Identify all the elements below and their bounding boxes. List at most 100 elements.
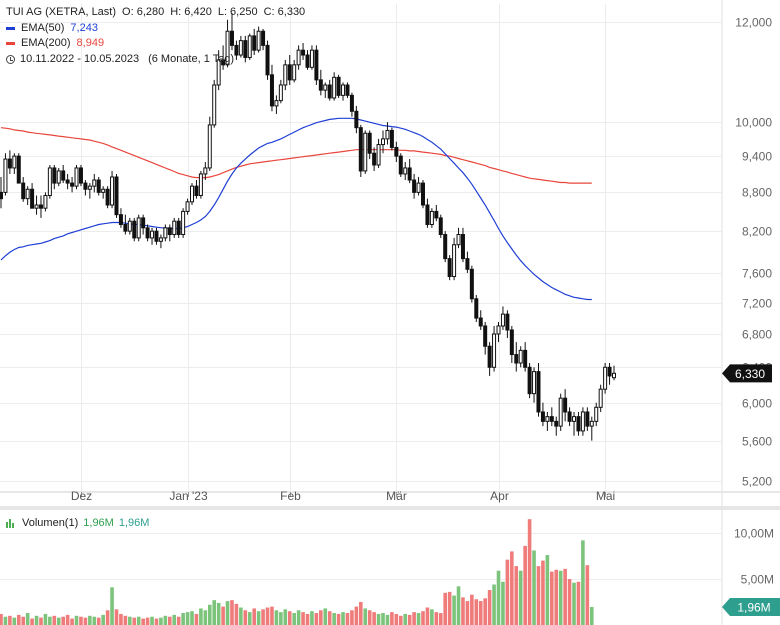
volume-legend: Volumen(1) 1,96M 1,96M: [6, 517, 149, 529]
candle: [87, 183, 92, 199]
candle: [65, 173, 70, 190]
candle-body: [181, 210, 186, 236]
candle: [283, 59, 288, 91]
ema50-legend-row[interactable]: EMA(50) 7,243: [6, 21, 305, 37]
candle-body: [492, 333, 497, 368]
volume-bar: [194, 613, 199, 625]
volume-bar: [274, 610, 279, 625]
volume-bar: [154, 618, 159, 625]
candle-body: [176, 220, 181, 236]
volume-bar: [221, 606, 225, 625]
candle-body: [256, 30, 261, 51]
candle-body: [567, 411, 572, 422]
candle: [118, 208, 123, 228]
candle: [478, 310, 483, 330]
candle-body: [158, 237, 163, 242]
ema200-legend-row[interactable]: EMA(200) 8,949: [6, 36, 305, 52]
candle-body: [243, 40, 248, 58]
candle: [274, 95, 279, 114]
candle: [256, 26, 261, 53]
candle: [594, 402, 599, 427]
volume-bar: [545, 555, 550, 625]
candle: [296, 45, 301, 70]
volume-bar: [48, 616, 52, 625]
volume-bar: [212, 600, 217, 625]
candle-body: [12, 155, 17, 169]
candle-body: [101, 188, 106, 193]
volume-bar: [74, 615, 79, 625]
candle-body: [327, 84, 332, 99]
candle: [572, 411, 577, 436]
candle-body: [367, 132, 372, 154]
candle-body: [261, 30, 266, 46]
candle: [136, 214, 141, 242]
volume-bar: [390, 612, 394, 625]
volume-bar: [585, 565, 590, 625]
candle: [203, 162, 208, 181]
time-tick-label: Mär: [386, 489, 407, 503]
volume-bar: [470, 594, 474, 625]
candle-body: [607, 366, 612, 377]
price-tick-label: 9,400: [742, 150, 772, 164]
candle: [576, 411, 581, 436]
volume-bar: [0, 613, 3, 625]
last-volume-label: 1,96M: [737, 600, 770, 614]
candle: [469, 265, 474, 303]
volume-bar: [443, 592, 448, 625]
candle: [38, 195, 43, 218]
candle-body: [118, 214, 123, 225]
candle: [612, 365, 616, 381]
volume-bar: [96, 617, 101, 625]
time-tick-label: Feb: [280, 489, 301, 503]
candle-body: [496, 325, 501, 335]
volume-value-a: 1,96M: [83, 517, 114, 529]
close-value: C: 6,330: [263, 6, 306, 18]
candle-body: [43, 194, 48, 209]
volume-bar: [465, 601, 470, 625]
candle-body: [238, 40, 243, 56]
volume-bar: [412, 612, 416, 625]
candle-body: [21, 182, 26, 200]
candle-body: [505, 313, 510, 331]
candle: [403, 162, 408, 181]
candle: [221, 45, 226, 70]
candle: [265, 40, 270, 80]
volume-bar: [581, 540, 585, 625]
candle-body: [265, 44, 270, 76]
candle: [150, 227, 155, 245]
candle: [580, 407, 585, 436]
volume-bar: [292, 613, 296, 625]
candle-body: [105, 188, 110, 206]
candle-body: [314, 49, 319, 81]
candle-body: [194, 185, 199, 196]
candle: [514, 342, 519, 372]
volume-bar: [354, 606, 359, 625]
volume-bar: [474, 599, 479, 625]
candle: [558, 393, 563, 431]
volume-bar: [407, 614, 412, 625]
candle-body: [572, 416, 577, 422]
candle: [309, 45, 314, 70]
candle: [30, 183, 35, 209]
candle-body: [381, 138, 386, 146]
candle: [83, 180, 88, 196]
candle: [443, 231, 448, 263]
candle: [540, 402, 545, 427]
candle: [367, 130, 372, 160]
candle-body: [305, 54, 310, 68]
volume-bar: [554, 569, 559, 625]
candle-body: [83, 182, 88, 190]
candle: [132, 217, 137, 242]
ema200-value: 8,949: [76, 37, 105, 49]
candle: [25, 186, 30, 205]
volume-bar: [61, 616, 65, 625]
volume-bar: [3, 616, 8, 625]
candle-body: [345, 84, 350, 96]
candle-body: [25, 188, 30, 200]
candle-body: [38, 204, 43, 209]
volume-bar: [430, 609, 434, 625]
chart-legend: TUI AG (XETRA, Last) O: 6,280 H: 6,420 L…: [6, 5, 305, 67]
candle-body: [429, 210, 434, 225]
candle: [336, 74, 341, 98]
